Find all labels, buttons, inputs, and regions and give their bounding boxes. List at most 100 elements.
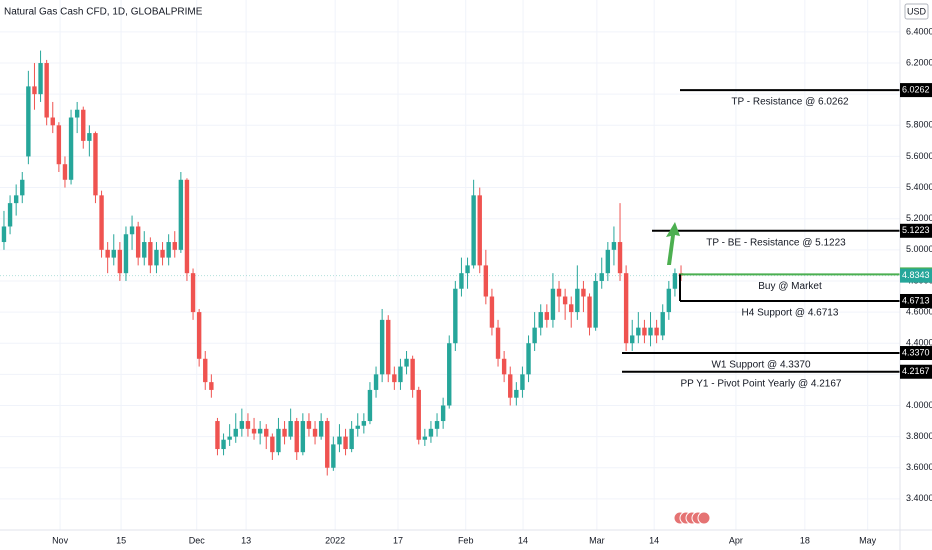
candle-body [288, 421, 293, 437]
candle-body [135, 226, 141, 258]
candle-body [514, 389, 519, 398]
candle-body [154, 249, 159, 266]
candle-body [526, 343, 531, 375]
candle-body [306, 421, 312, 429]
currency-box[interactable] [904, 3, 929, 20]
candle-body [190, 273, 196, 313]
candle-body [44, 63, 49, 118]
y-tick-label: 4.0000 [906, 400, 932, 410]
up-arrow [666, 222, 680, 265]
x-tick-label: 18 [800, 535, 810, 545]
candle-body [196, 312, 202, 359]
level-price-box [900, 364, 932, 379]
candle-body [361, 421, 367, 426]
candle-body [477, 195, 482, 266]
candle-body [325, 421, 330, 468]
level-text: Buy @ Market [758, 281, 822, 292]
candle-body [184, 179, 190, 274]
candle-body [257, 428, 263, 434]
x-tick-label: 2022 [325, 535, 345, 545]
x-tick-label: Mar [589, 535, 605, 545]
candle-body [227, 436, 232, 440]
candle-body [209, 382, 214, 390]
currency-label[interactable]: USD [907, 6, 927, 16]
candle-body [654, 327, 659, 336]
candle-body [343, 436, 348, 450]
candle-body [32, 86, 37, 95]
candle-body [312, 428, 318, 437]
y-tick-label: 5.6000 [906, 151, 932, 161]
candle-body [38, 63, 43, 95]
candle-body [660, 312, 665, 336]
y-tick-label: 6.4000 [906, 26, 932, 36]
candle-body [508, 374, 513, 398]
candle-body [276, 428, 281, 453]
x-tick-label: May [859, 535, 877, 545]
x-tick-label: 17 [393, 535, 403, 545]
candle-body [282, 428, 287, 437]
y-tick-label: 4.4000 [906, 338, 932, 348]
level-price-box [900, 346, 932, 361]
level-price-box [900, 293, 932, 308]
candle-body [239, 421, 245, 429]
y-tick-label: 5.4000 [906, 182, 932, 192]
candle-body [294, 421, 299, 453]
candle-body [404, 358, 409, 367]
candle-body [599, 273, 604, 281]
candle-body [172, 242, 177, 250]
level-text: H4 Support @ 4.6713 [742, 308, 839, 319]
candle-body [148, 242, 153, 266]
candle-body [544, 312, 550, 320]
candle-body [532, 327, 537, 344]
candle-body [550, 288, 556, 320]
candle-body [105, 249, 110, 258]
candle-body [81, 109, 86, 141]
candle-body [337, 436, 342, 445]
candle-body [617, 242, 623, 274]
candle-body [26, 86, 31, 157]
candle-body [87, 133, 92, 141]
candle-body [611, 242, 617, 250]
level-price-label: 4.2167 [902, 366, 930, 376]
y-tick-label: 5.8000 [906, 120, 932, 130]
candle-body [13, 195, 19, 204]
candle-body [93, 133, 98, 196]
candle-body [142, 242, 147, 258]
candle-body [428, 428, 434, 437]
x-tick-label: Apr [729, 535, 743, 545]
y-tick-label: 3.8000 [906, 431, 932, 441]
candle-body [593, 280, 598, 328]
candle-body [666, 288, 672, 313]
candle-body [355, 425, 360, 429]
candle-body [636, 327, 641, 336]
x-tick-label: 14 [649, 535, 659, 545]
candle-body [123, 234, 129, 274]
candle-body [556, 288, 562, 297]
candle-body [331, 444, 336, 468]
x-tick-label: Dec [189, 535, 206, 545]
candle-body [245, 421, 251, 429]
candle-body [367, 389, 373, 422]
candle-body [630, 335, 635, 344]
candle-body [166, 242, 171, 258]
candle-body [68, 117, 74, 180]
level-price-label: 4.6713 [902, 295, 930, 305]
y-tick-label: 4.6000 [906, 306, 932, 316]
level-text: PP Y1 - Pivot Point Yearly @ 4.2167 [681, 378, 842, 389]
last-price-box [900, 268, 932, 283]
candle-body [373, 374, 379, 390]
last-price-label: 4.8343 [902, 270, 930, 280]
x-tick-label: 13 [241, 535, 251, 545]
y-tick-label: 3.4000 [906, 493, 932, 503]
level-text: TP - Resistance @ 6.0262 [731, 97, 849, 108]
x-tick-label: 15 [116, 535, 126, 545]
candle-body [270, 436, 275, 453]
candle-body [233, 428, 238, 437]
level-price-box [900, 83, 932, 98]
candle-body [251, 428, 257, 434]
candle-body [459, 273, 464, 289]
level-price-box [900, 223, 932, 238]
axes: 3.40003.60003.80004.00004.20004.40004.60… [52, 26, 932, 545]
x-tick-label: Nov [52, 535, 69, 545]
